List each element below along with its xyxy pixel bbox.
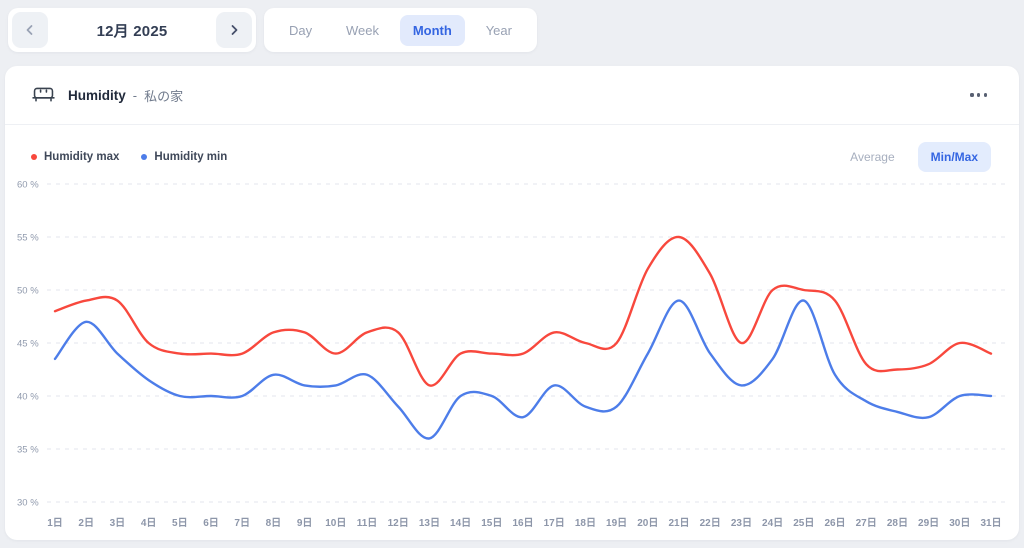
chart-legend: Humidity max Humidity min [31, 151, 227, 163]
x-axis-label: 18日 [575, 517, 596, 529]
mode-toggle: Average Min/Max [837, 142, 991, 172]
y-axis-label: 40 % [17, 392, 39, 403]
y-axis-label: 60 % [17, 180, 39, 191]
tab-month[interactable]: Month [399, 14, 465, 46]
x-axis-label: 26日 [824, 517, 845, 529]
tab-week[interactable]: Week [345, 22, 379, 38]
x-axis-label: 2日 [78, 517, 94, 529]
ellipsis-menu-icon[interactable] [968, 87, 989, 102]
y-axis-label: 30 % [17, 498, 39, 509]
date-navigator: 12月 2025 [8, 8, 256, 52]
legend-item-humidity-min: Humidity min [141, 151, 227, 163]
x-axis-label: 8日 [266, 517, 282, 529]
x-axis-label: 20日 [637, 517, 658, 529]
chart-controls-row: Humidity max Humidity min Average Min/Ma… [5, 125, 1019, 172]
x-axis-label: 27日 [856, 517, 877, 529]
range-tab-bar: Day Week Month Year [264, 8, 537, 52]
chevron-right-icon [227, 23, 241, 37]
legend-label-min: Humidity min [154, 151, 228, 163]
legend-dot-max [31, 154, 37, 160]
tab-day[interactable]: Day [289, 22, 313, 38]
x-axis-label: 14日 [450, 517, 471, 529]
x-axis-label: 21日 [668, 517, 689, 529]
x-axis-label: 3日 [110, 517, 126, 529]
x-axis-label: 22日 [700, 517, 721, 529]
card-header: Humidity - 私の家 [5, 66, 1019, 125]
current-period-label: 12月 2025 [96, 22, 168, 40]
x-axis-label: 16日 [512, 517, 533, 529]
x-axis-label: 29日 [918, 517, 939, 529]
x-axis-label: 6日 [203, 517, 219, 529]
y-axis-label: 50 % [17, 286, 39, 297]
sofa-icon [31, 85, 56, 105]
x-axis-label: 9日 [297, 517, 313, 529]
title-separator: - [132, 87, 138, 103]
x-axis-label: 17日 [544, 517, 565, 529]
y-axis-label: 35 % [17, 445, 39, 456]
x-axis-label: 23日 [731, 517, 752, 529]
toggle-average[interactable]: Average [850, 150, 895, 164]
x-axis-label: 15日 [481, 517, 502, 529]
x-axis-label: 5日 [172, 517, 188, 529]
x-axis-label: 28日 [887, 517, 908, 529]
x-axis-label: 7日 [234, 517, 250, 529]
x-axis-label: 31日 [980, 517, 1001, 529]
card-title: Humidity [68, 87, 126, 103]
humidity-line-chart[interactable]: 60 % 55 % 50 % 45 % 40 % 35 % 30 % 1日 2日 3日 4日 5日 6日… [5, 176, 1019, 540]
legend-item-humidity-max: Humidity max [31, 151, 119, 163]
x-axis-label: 19日 [606, 517, 627, 529]
x-axis-label: 13日 [419, 517, 440, 529]
legend-dot-min [141, 154, 148, 160]
x-axis-label: 1日 [47, 517, 63, 529]
x-axis-label: 4日 [141, 517, 157, 529]
y-axis-label: 45 % [17, 339, 39, 350]
chevron-left-icon [23, 23, 37, 37]
x-axis-label: 10日 [325, 517, 346, 529]
next-period-button[interactable] [215, 12, 252, 48]
y-axis-label: 55 % [17, 233, 39, 244]
prev-period-button[interactable] [12, 12, 48, 48]
home-name-label: 私の家 [144, 88, 184, 104]
x-axis-label: 25日 [793, 517, 814, 529]
x-axis-label: 12日 [388, 517, 409, 529]
series-line-humidity-max [53, 235, 993, 387]
x-axis-label: 24日 [762, 517, 783, 529]
x-axis-label: 30日 [949, 517, 970, 529]
toggle-minmax[interactable]: Min/Max [917, 142, 991, 172]
tab-year[interactable]: Year [485, 22, 512, 38]
x-axis-label: 11日 [357, 517, 378, 529]
legend-label-max: Humidity max [44, 151, 120, 163]
series-line-humidity-min [53, 299, 993, 440]
humidity-card: Humidity - 私の家 Humidity max Humidity min… [5, 66, 1019, 540]
